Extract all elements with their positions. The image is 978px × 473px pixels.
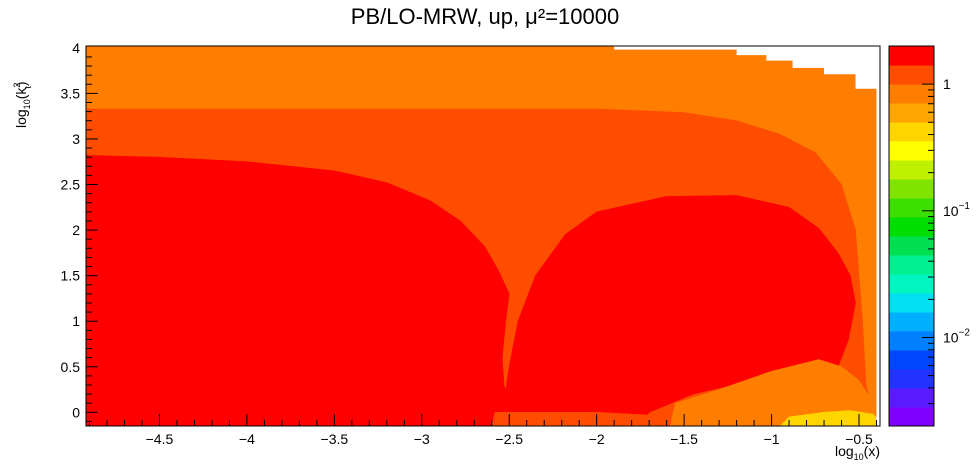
- y-tick-label: 2.5: [61, 177, 81, 193]
- y-axis: 0 0.5 1 1.5 2 2.5 3 3.5 4: [61, 40, 98, 422]
- x-tick-label: −4: [239, 431, 255, 447]
- colorbar-band: [889, 198, 934, 218]
- empty-edge: [876, 46, 880, 426]
- colorbar-tick-label: 10−1: [943, 201, 970, 219]
- colorbar-band: [889, 274, 934, 294]
- y-tick-label: 1: [72, 313, 80, 329]
- empty-region: [614, 46, 877, 89]
- y-label-close: ): [13, 81, 29, 86]
- x-label-tail: (x): [864, 443, 880, 459]
- x-tick-label: −0.5: [845, 431, 873, 447]
- x-axis: −4.5 −4 −3.5 −3 −2.5 −2 −1.5 −1 −0.5: [88, 414, 878, 447]
- colorbar-band: [889, 407, 934, 427]
- colorbar-band: [889, 350, 934, 370]
- y-tick-label: 0.5: [61, 359, 81, 375]
- x-axis-label: log10(x): [835, 443, 880, 462]
- colorbar-band: [889, 65, 934, 85]
- y-label-open: (k: [13, 87, 29, 100]
- x-tick-label: −2: [589, 431, 605, 447]
- colorbar-tick-label: 10−2: [943, 327, 970, 345]
- x-tick-label: −1: [764, 431, 780, 447]
- colorbar-band: [889, 331, 934, 351]
- colorbar: 1 10−1 10−2: [888, 45, 970, 427]
- contour-band-11: [669, 359, 880, 426]
- colorbar-band: [889, 103, 934, 123]
- colorbar-band: [889, 236, 934, 256]
- colorbar-tick-label: 1: [943, 76, 951, 92]
- y-tick-label: 3: [72, 131, 80, 147]
- contour-band-10: [491, 411, 668, 426]
- plot-frame: [85, 45, 881, 427]
- x-tick-label: −3.5: [321, 431, 349, 447]
- chart-title: PB/LO-MRW, up, μ²=10000: [351, 4, 619, 29]
- y-tick-label: 4: [72, 40, 80, 56]
- colorbar-band: [889, 293, 934, 313]
- x-label-main: log: [835, 443, 854, 459]
- y-axis-label: log10(k2t): [12, 81, 33, 128]
- colorbar-band: [889, 369, 934, 389]
- y-tick-label: 0: [72, 404, 80, 420]
- colorbar-band: [889, 255, 934, 275]
- y-tick-label: 1.5: [61, 268, 81, 284]
- plot-area: [86, 46, 880, 426]
- y-tick-label: 2: [72, 222, 80, 238]
- colorbar-band: [889, 160, 934, 180]
- colorbar-band: [889, 312, 934, 332]
- y-label-main: log: [13, 109, 29, 128]
- x-tick-label: −4.5: [146, 431, 174, 447]
- x-tick-label: −2.5: [495, 431, 523, 447]
- colorbar-band: [889, 217, 934, 237]
- y-label-sup: 2: [12, 83, 22, 88]
- x-tick-label: −3: [414, 431, 430, 447]
- colorbar-band: [889, 179, 934, 199]
- colorbar-frame: [888, 45, 935, 427]
- contour-band-8: [86, 155, 519, 426]
- colorbar-band: [889, 46, 934, 66]
- contour-band-12: [779, 410, 880, 426]
- y-label-subsub: t: [23, 86, 33, 89]
- colorbar-band: [889, 141, 934, 161]
- x-label-sub: 10: [854, 452, 864, 462]
- y-tick-label: 3.5: [61, 85, 81, 101]
- contour-band-9: [500, 195, 856, 426]
- colorbar-band: [889, 84, 934, 104]
- y-label-sub: 10: [22, 99, 32, 109]
- colorbar-band: [889, 122, 934, 142]
- colorbar-band: [889, 388, 934, 408]
- x-tick-label: −1.5: [670, 431, 698, 447]
